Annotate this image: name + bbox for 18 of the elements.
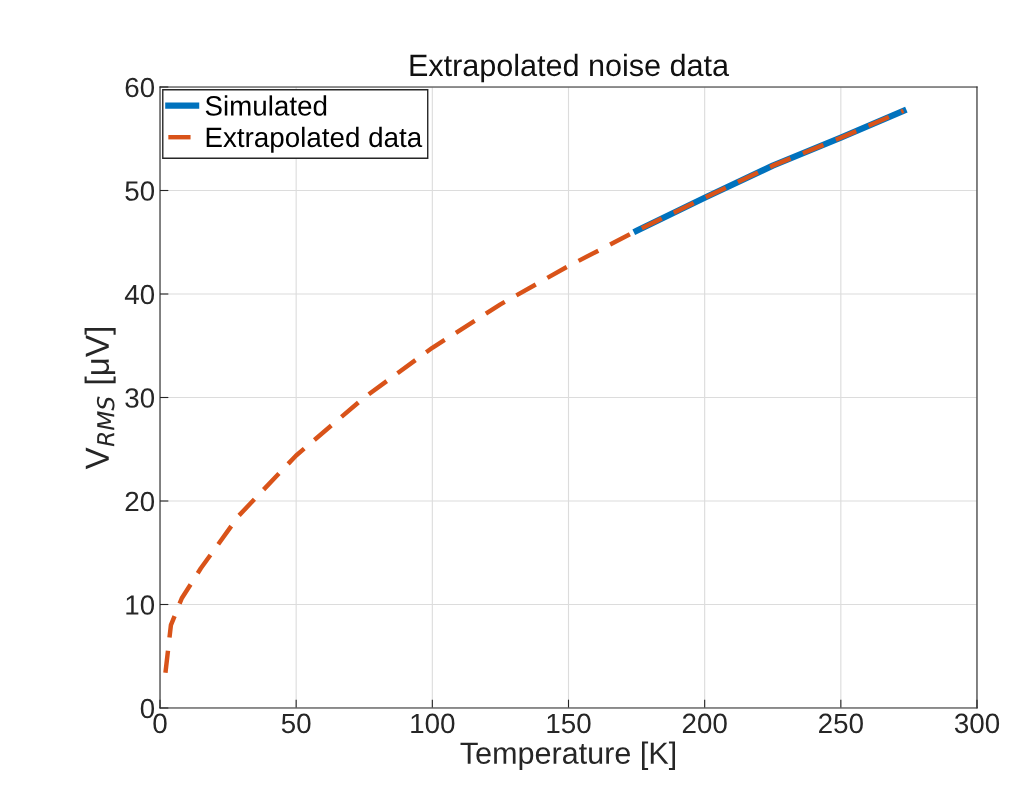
x-tick-label: 100: [411, 713, 455, 734]
x-tick-label: 50: [281, 713, 311, 734]
legend-label: Simulated: [205, 95, 327, 116]
y-tick-label: 50: [125, 181, 155, 201]
y-tick-label: 30: [125, 388, 155, 408]
y-tick-label: 40: [124, 284, 155, 305]
y-tick-label: 10: [126, 595, 155, 615]
x-tick-label: 300: [954, 713, 1000, 734]
legend-label: Extrapolated data: [206, 126, 423, 153]
y-tick-label: 20: [125, 491, 155, 512]
x-tick-label: 150: [547, 713, 591, 734]
x-tick-label: 250: [819, 713, 863, 734]
chart-title: Extrapolated noise data: [410, 53, 730, 83]
y-axis-title: V$_{RMS}$ [μV]: [84, 328, 116, 470]
x-axis-title: Temperature [K]: [460, 741, 676, 771]
y-tick-label: 60: [125, 77, 155, 98]
y-tick-label: 0: [140, 698, 155, 719]
x-tick-label: 200: [682, 713, 727, 734]
